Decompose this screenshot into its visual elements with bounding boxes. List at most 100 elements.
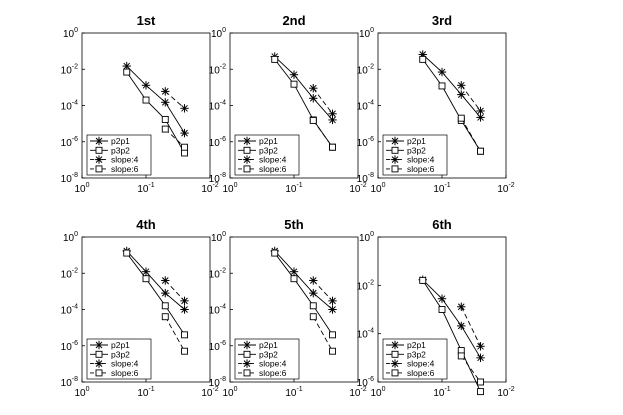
legend-label: p3p2 (407, 349, 426, 359)
legend-label: p2p1 (111, 340, 130, 350)
y-tick-label: 10-2 (61, 267, 78, 280)
data-point (181, 347, 188, 355)
legend-marker (390, 359, 400, 368)
data-point (477, 388, 484, 396)
data-point (309, 288, 318, 298)
legend-marker (390, 136, 400, 146)
x-tick-label: 10-1 (137, 182, 154, 195)
series-p2p1 (270, 52, 337, 125)
legend-marker (94, 136, 104, 146)
series-p2p1 (122, 246, 189, 314)
data-point (309, 84, 318, 93)
legend-marker (390, 155, 400, 164)
legend-label: slope:6 (407, 164, 435, 174)
y-tick-label: 10-2 (357, 279, 374, 292)
series-line (312, 280, 333, 302)
y-tick-label: 10-4 (209, 100, 226, 113)
series-line (460, 306, 481, 347)
data-point (181, 331, 188, 339)
legend-label: slope:6 (407, 368, 435, 378)
legend-marker (243, 369, 251, 377)
data-point (271, 55, 279, 63)
series-line (164, 316, 185, 352)
data-point (181, 149, 188, 157)
y-tick-label: 10-6 (61, 340, 78, 353)
legend-marker (242, 155, 252, 164)
x-tick-label: 10-1 (137, 386, 154, 399)
y-tick-label: 100 (359, 27, 374, 40)
legend-label: slope:6 (259, 164, 287, 174)
legend-label: p2p1 (407, 340, 426, 350)
legend-marker (94, 340, 104, 350)
series-line (165, 91, 185, 109)
data-point (180, 296, 189, 306)
data-point (161, 87, 170, 96)
x-tick-label: 100 (74, 182, 89, 195)
data-point (476, 106, 485, 116)
data-point (161, 276, 170, 285)
y-tick-label: 10-4 (61, 304, 78, 317)
x-tick-label: 10-1 (433, 182, 450, 195)
data-point (457, 81, 466, 90)
legend-item: slope:6 (386, 368, 435, 378)
legend-marker (391, 146, 399, 154)
y-tick-label: 10-4 (61, 100, 78, 113)
legend-item: p3p2 (386, 349, 426, 359)
chart-title: 4th (136, 217, 156, 232)
data-point (309, 302, 317, 310)
legend-marker (243, 165, 251, 173)
legend-item: slope:4 (386, 359, 435, 369)
y-tick-label: 100 (63, 27, 78, 40)
x-tick-label: 100 (222, 386, 237, 399)
series-p2p1 (270, 246, 337, 314)
x-tick-label: 10-2 (497, 182, 514, 195)
data-point (457, 114, 465, 122)
series-line (422, 280, 481, 392)
series-line (422, 54, 481, 118)
series-slope-4 (457, 81, 485, 116)
data-point (328, 109, 337, 118)
series-line (274, 59, 333, 148)
series-slope-6 (309, 313, 336, 355)
data-point (180, 305, 189, 314)
legend-item: p2p1 (90, 340, 130, 350)
data-point (123, 68, 131, 76)
data-point (476, 353, 485, 363)
legend-marker (243, 146, 251, 154)
legend-item: slope:4 (90, 155, 139, 165)
y-tick-label: 10-8 (357, 172, 374, 185)
legend-label: slope:6 (111, 164, 139, 174)
chart-5: 5th 100 10-1 10-2 100 10-2 10-4 10-6 10-8 p2p1p3p… (209, 217, 367, 399)
x-tick-label: 10-2 (349, 386, 366, 399)
data-point (329, 347, 336, 355)
legend-item: p2p1 (238, 340, 278, 350)
y-tick-label: 10-4 (357, 100, 374, 113)
series-line (312, 87, 333, 115)
legend-marker (95, 369, 103, 377)
series-p2p1 (122, 61, 189, 138)
x-tick-label: 10-1 (285, 386, 302, 399)
data-point (161, 115, 169, 123)
legend-label: slope:4 (259, 155, 287, 165)
legend-label: slope:6 (111, 368, 139, 378)
series-p3p2 (419, 276, 484, 396)
series-p3p2 (123, 249, 188, 339)
series-slope-4 (309, 276, 337, 306)
legend-item: p2p1 (90, 136, 130, 146)
legend-label: slope:4 (259, 359, 287, 369)
legend-item: p2p1 (386, 340, 426, 350)
x-tick-label: 10-1 (285, 182, 302, 195)
legend-label: p3p2 (407, 145, 426, 155)
data-point (477, 147, 484, 155)
data-point (309, 94, 318, 103)
y-tick-label: 10-6 (61, 136, 78, 149)
chart-1: 1st 100 10-1 10-2 100 10-2 10-4 10-6 10-8 p2p1p3p… (61, 13, 219, 195)
data-point (437, 294, 447, 303)
legend-label: p3p2 (111, 145, 130, 155)
data-point (457, 302, 466, 311)
legend-marker (391, 165, 399, 173)
legend-label: slope:4 (111, 359, 139, 369)
